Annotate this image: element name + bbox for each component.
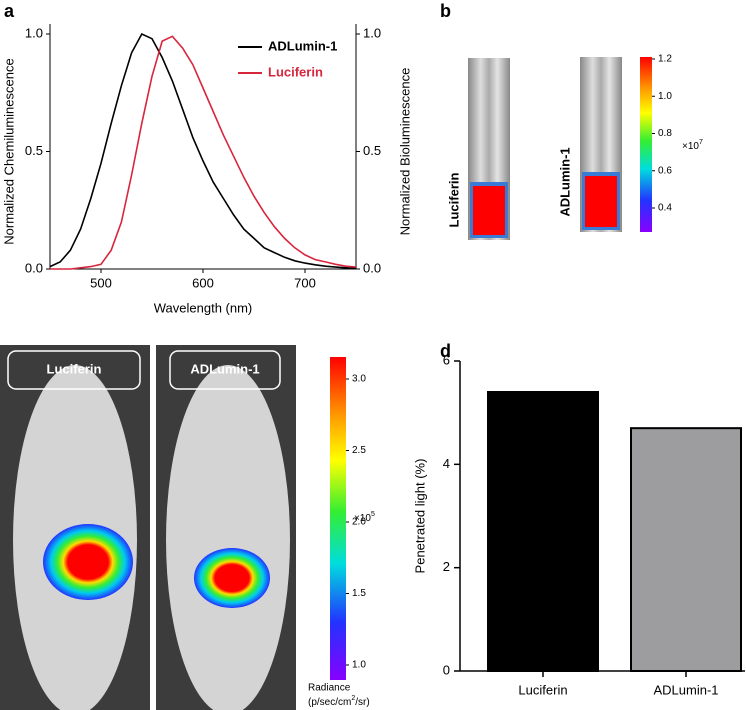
colorbar (640, 57, 652, 232)
tube-signal (473, 186, 505, 235)
plot-frame (50, 24, 356, 269)
colorbar-tick-label: 2.0 (352, 517, 366, 528)
tube-signal (585, 176, 617, 227)
y2-tick-label: 0.5 (363, 143, 381, 158)
y-axis-label: Normalized Chemiluminescence (1, 58, 16, 244)
label-box (169, 350, 281, 390)
colorbar-tick-label: 0.8 (658, 128, 672, 139)
colorbar-unit: (p/sec/cm2/sr) (308, 695, 370, 708)
colorbar-tick-label: 1.0 (352, 660, 366, 671)
colorbar-tick-label: 1.5 (352, 588, 366, 599)
exponent: 7 (699, 139, 703, 146)
series-line (50, 35, 357, 270)
colorbar-title: Radiance (308, 683, 351, 694)
mouse (166, 365, 290, 710)
y-tick-label: 2 (443, 559, 450, 574)
mouse-image (0, 345, 296, 710)
colorbar-multiplier: ×107 (682, 139, 703, 152)
colorbar-tick-label: 2.5 (352, 445, 366, 456)
colorbar (330, 357, 346, 680)
bar (487, 391, 599, 672)
panel-label: b (440, 1, 451, 21)
legend-label: ADLumin-1 (268, 38, 337, 53)
x-tick-label: 700 (294, 275, 316, 290)
tube-label: Luciferin (446, 172, 461, 227)
x-tick-label: Luciferin (518, 682, 567, 697)
y-tick-label: 0.5 (25, 143, 43, 158)
y-tick-label: 0 (443, 662, 450, 677)
y2-tick-label: 1.0 (363, 25, 381, 40)
panel-label: d (440, 341, 451, 361)
y-tick-label: 4 (443, 456, 450, 471)
exponent: 5 (371, 511, 375, 518)
y2-tick-label: 0.0 (363, 260, 381, 275)
tube-image (468, 57, 622, 240)
signal (43, 524, 133, 600)
signal (194, 548, 270, 608)
series-line (49, 32, 357, 270)
panel-label: a (4, 1, 15, 21)
label-box (7, 350, 141, 390)
y2-axis-label: Normalized Bioluminescence (397, 68, 412, 236)
tube-label: ADLumin-1 (557, 147, 572, 216)
x-tick-label: 600 (192, 275, 214, 290)
mouse-label: Luciferin (47, 361, 102, 376)
colorbar-tick-label: 0.6 (658, 165, 672, 176)
x-tick-label: 500 (90, 275, 112, 290)
colorbar-tick-label: 0.4 (658, 203, 672, 214)
unit: (p/sec/cm (308, 697, 351, 708)
x-tick-label: ADLumin-1 (653, 682, 718, 697)
multiplier: ×10 (682, 141, 699, 152)
colorbar-multiplier: ×105 (354, 511, 375, 524)
y-tick-label: 0.0 (25, 260, 43, 275)
y-axis-label: Penetrated light (%) (412, 459, 427, 574)
y-tick-label: 6 (443, 352, 450, 367)
y-tick-label: 1.0 (25, 25, 43, 40)
colorbar-tick-label: 3.0 (352, 374, 366, 385)
unit-exponent: 2 (351, 695, 355, 702)
unit: /sr) (355, 697, 369, 708)
colorbar-tick-label: 1.2 (658, 54, 672, 65)
legend-label: Luciferin (268, 64, 323, 79)
mouse-label: ADLumin-1 (190, 361, 259, 376)
multiplier: ×10 (354, 513, 371, 524)
bar (630, 427, 742, 672)
colorbar-tick-label: 1.0 (658, 91, 672, 102)
x-axis-label: Wavelength (nm) (154, 300, 253, 315)
